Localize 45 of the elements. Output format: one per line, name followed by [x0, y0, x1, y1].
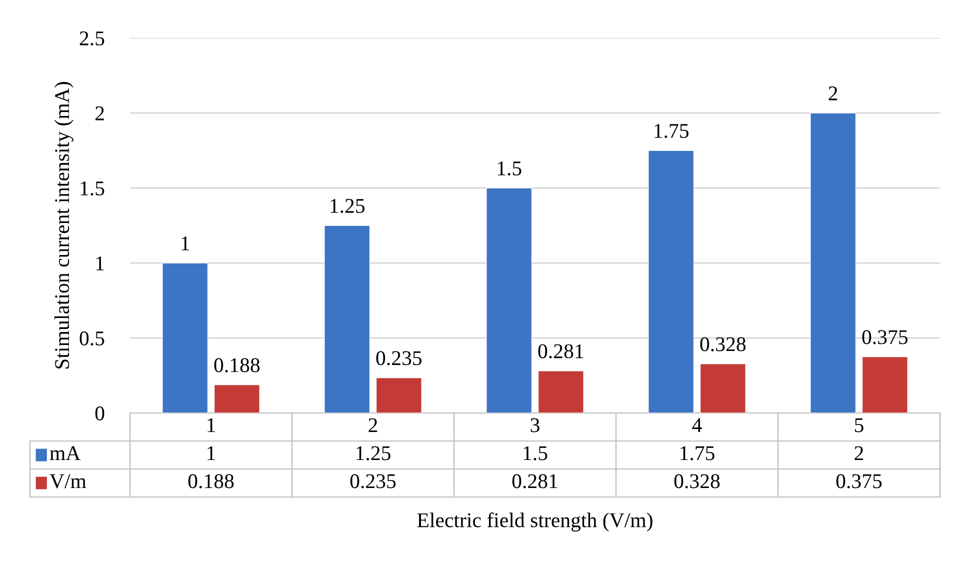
- data-label: 0.235: [350, 474, 396, 488]
- annotation: 0.235: [376, 351, 422, 366]
- x-tick-label: 5: [855, 418, 864, 432]
- annotation: 0.188: [214, 358, 260, 372]
- legend-label: mA: [50, 446, 81, 460]
- x-tick-label: 3: [530, 418, 540, 432]
- x-tick-label: 2: [368, 418, 378, 432]
- data-label: 1.5: [524, 446, 548, 460]
- bar: [162, 262, 208, 413]
- data-label: 2: [854, 446, 864, 460]
- annotation: 0.375: [862, 330, 908, 344]
- bar: [376, 377, 422, 413]
- bar: [700, 363, 746, 413]
- annotation: 1: [182, 236, 190, 250]
- annotation: 2: [828, 86, 838, 100]
- data-label: 0.328: [674, 474, 720, 488]
- data-label: 0.281: [512, 474, 558, 488]
- annotation: 0.281: [538, 344, 584, 358]
- legend-label: V/m: [50, 474, 86, 488]
- annotation: 1.75: [654, 124, 688, 138]
- data-label: 1.75: [680, 446, 714, 460]
- bar: [538, 370, 584, 413]
- annotation: 0.328: [700, 337, 746, 352]
- annotation: 1.5: [498, 161, 522, 176]
- x-tick-label: 4: [692, 418, 702, 432]
- data-label: 1: [208, 446, 215, 460]
- bar: [214, 384, 260, 413]
- y-tick-label: 2.5: [80, 31, 104, 46]
- y-tick-label: 1: [96, 256, 104, 270]
- bar: [810, 112, 856, 413]
- data-label: 1.25: [356, 446, 390, 460]
- annotation: 1.25: [330, 198, 364, 214]
- bar: [648, 150, 694, 413]
- bar: [486, 188, 532, 413]
- y-tick-label: 0: [95, 406, 104, 420]
- x-axis-title: Electric field strength (V/m): [417, 512, 652, 532]
- y-tick-label: 0.5: [80, 331, 104, 346]
- data-label: 0.375: [836, 474, 882, 488]
- x-tick-label: 1: [208, 418, 215, 432]
- y-tick-label: 2: [96, 106, 104, 120]
- y-tick-label: 1.5: [80, 181, 104, 196]
- y-axis-title: Stimulation current intensity (mA): [54, 82, 74, 368]
- bar: [862, 356, 908, 413]
- bar: [324, 225, 370, 413]
- data-label: 0.188: [188, 474, 234, 488]
